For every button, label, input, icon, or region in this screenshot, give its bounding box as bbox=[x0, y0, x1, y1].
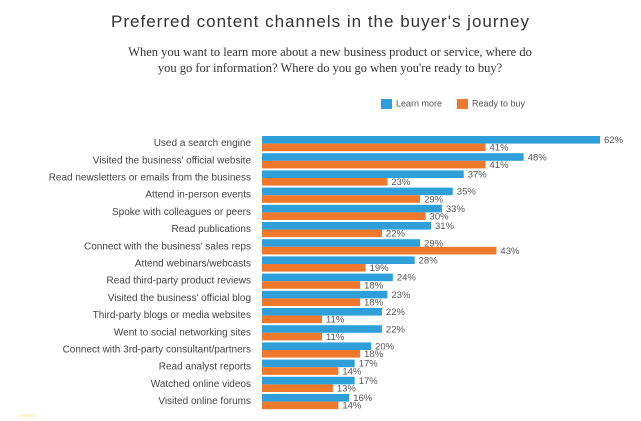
legend-label-ready-to-buy: Ready to buy bbox=[472, 98, 526, 109]
bar-learn-more-read-third-party-product-reviews bbox=[262, 273, 393, 282]
category-label-visited-the-business-official-blog: Visited the business' official blog bbox=[108, 293, 251, 304]
bar-ready-to-buy-read-newsletters-or-emails-from-the-business bbox=[262, 178, 388, 186]
bar-ready-to-buy-attend-in-person-events bbox=[262, 195, 421, 203]
data-label-learn-more-attend-webinars-webcasts: 28% bbox=[419, 256, 439, 267]
data-label-learn-more-visited-the-business-official-blog: 23% bbox=[391, 290, 411, 301]
bar-learn-more-visited-the-business-official-website bbox=[262, 153, 524, 161]
data-label-learn-more-read-third-party-product-reviews: 24% bbox=[397, 273, 417, 284]
bar-learn-more-connect-with-3rd-party-consultant-partners bbox=[262, 342, 372, 350]
data-label-learn-more-read-newsletters-or-emails-from-the-business: 37% bbox=[468, 170, 488, 181]
data-label-ready-to-buy-visited-the-business-official-blog: 18% bbox=[364, 298, 384, 309]
bar-ready-to-buy-read-publications bbox=[262, 229, 382, 238]
data-label-learn-more-used-a-search-engine: 62% bbox=[604, 135, 624, 146]
bar-learn-more-read-newsletters-or-emails-from-the-business bbox=[262, 170, 464, 178]
category-label-connect-with-the-business-sales-reps: Connect with the business' sales reps bbox=[84, 241, 251, 252]
bar-ready-to-buy-read-analyst-reports bbox=[262, 367, 339, 375]
bar-ready-to-buy-read-third-party-product-reviews bbox=[262, 281, 361, 289]
legend-swatch-ready-to-buy bbox=[457, 98, 468, 109]
data-label-ready-to-buy-attend-webinars-webcasts: 19% bbox=[370, 263, 390, 274]
bar-ready-to-buy-visited-the-business-official-website bbox=[262, 160, 486, 169]
data-label-learn-more-visited-online-forums: 16% bbox=[353, 393, 373, 404]
data-label-ready-to-buy-read-third-party-product-reviews: 18% bbox=[364, 280, 384, 291]
bar-learn-more-read-analyst-reports bbox=[262, 359, 355, 368]
data-label-ready-to-buy-used-a-search-engine: 41% bbox=[490, 143, 510, 154]
bar-learn-more-third-party-blogs-or-media-websites bbox=[262, 308, 382, 316]
bar-ready-to-buy-third-party-blogs-or-media-websites bbox=[262, 315, 322, 324]
data-label-learn-more-visited-the-business-official-website: 48% bbox=[528, 152, 548, 163]
bar-ready-to-buy-attend-webinars-webcasts bbox=[262, 264, 366, 272]
category-label-watched-online-videos: Watched online videos bbox=[151, 379, 251, 390]
data-label-learn-more-read-analyst-reports: 17% bbox=[359, 359, 379, 370]
subtitle-line: you go for information? Where do you go … bbox=[157, 61, 503, 75]
bar-learn-more-watched-online-videos bbox=[262, 376, 355, 385]
footer-mark bbox=[20, 414, 36, 417]
data-label-learn-more-connect-with-3rd-party-consultant-partners: 20% bbox=[375, 342, 395, 353]
data-label-ready-to-buy-connect-with-3rd-party-consultant-partners: 18% bbox=[364, 349, 384, 360]
bar-ready-to-buy-visited-online-forums bbox=[262, 401, 339, 410]
data-label-learn-more-attend-in-person-events: 35% bbox=[457, 187, 477, 198]
category-label-read-analyst-reports: Read analyst reports bbox=[159, 362, 251, 373]
bar-ready-to-buy-connect-with-3rd-party-consultant-partners bbox=[262, 350, 361, 358]
data-label-ready-to-buy-spoke-with-colleagues-or-peers: 30% bbox=[430, 212, 450, 223]
category-label-attend-in-person-events: Attend in-person events bbox=[145, 190, 251, 201]
data-label-ready-to-buy-read-publications: 22% bbox=[386, 229, 406, 240]
data-label-ready-to-buy-went-to-social-networking-sites: 11% bbox=[326, 332, 345, 343]
data-label-ready-to-buy-read-newsletters-or-emails-from-the-business: 23% bbox=[391, 177, 411, 188]
bar-learn-more-attend-in-person-events bbox=[262, 187, 453, 196]
data-label-ready-to-buy-third-party-blogs-or-media-websites: 11% bbox=[326, 315, 345, 326]
data-label-ready-to-buy-read-analyst-reports: 14% bbox=[342, 366, 362, 377]
data-label-learn-more-went-to-social-networking-sites: 22% bbox=[386, 324, 406, 335]
data-label-ready-to-buy-visited-online-forums: 14% bbox=[342, 401, 362, 412]
legend-swatch-learn-more bbox=[381, 98, 392, 109]
bar-learn-more-used-a-search-engine bbox=[262, 136, 600, 144]
bar-ready-to-buy-spoke-with-colleagues-or-peers bbox=[262, 212, 426, 220]
bar-ready-to-buy-watched-online-videos bbox=[262, 384, 333, 392]
bar-learn-more-visited-the-business-official-blog bbox=[262, 290, 388, 299]
category-label-read-publications: Read publications bbox=[172, 224, 252, 235]
legend-item-learn-more: Learn more bbox=[381, 98, 442, 109]
chart-subtitle: When you want to learn more about a new … bbox=[120, 44, 540, 76]
bar-ready-to-buy-went-to-social-networking-sites bbox=[262, 332, 322, 341]
category-label-went-to-social-networking-sites: Went to social networking sites bbox=[114, 327, 251, 338]
bar-ready-to-buy-used-a-search-engine bbox=[262, 143, 486, 152]
data-label-learn-more-spoke-with-colleagues-or-peers: 33% bbox=[446, 204, 466, 215]
bar-learn-more-went-to-social-networking-sites bbox=[262, 325, 382, 333]
data-label-ready-to-buy-watched-online-videos: 13% bbox=[337, 384, 357, 395]
data-label-ready-to-buy-connect-with-the-business-sales-reps: 43% bbox=[500, 246, 520, 257]
legend-item-ready-to-buy: Ready to buy bbox=[457, 98, 525, 109]
category-label-read-newsletters-or-emails-from-the-business: Read newsletters or emails from the busi… bbox=[49, 173, 251, 184]
data-label-learn-more-read-publications: 31% bbox=[435, 221, 455, 232]
bar-learn-more-spoke-with-colleagues-or-peers bbox=[262, 204, 442, 213]
subtitle-line: When you want to learn more about a new … bbox=[128, 45, 532, 59]
data-label-ready-to-buy-visited-the-business-official-website: 41% bbox=[490, 160, 510, 171]
legend-label-learn-more: Learn more bbox=[396, 98, 443, 109]
data-label-learn-more-third-party-blogs-or-media-websites: 22% bbox=[386, 307, 406, 318]
category-label-visited-online-forums: Visited online forums bbox=[158, 396, 251, 407]
bar-ready-to-buy-visited-the-business-official-blog bbox=[262, 298, 361, 306]
data-label-learn-more-watched-online-videos: 17% bbox=[359, 376, 379, 387]
data-label-learn-more-connect-with-the-business-sales-reps: 29% bbox=[424, 238, 444, 249]
category-label-visited-the-business-official-website: Visited the business' official website bbox=[93, 155, 252, 166]
data-label-ready-to-buy-attend-in-person-events: 29% bbox=[424, 194, 444, 205]
category-label-connect-with-3rd-party-consultant-partners: Connect with 3rd-party consultant/partne… bbox=[63, 345, 251, 356]
category-label-attend-webinars-webcasts: Attend webinars/webcasts bbox=[135, 259, 251, 270]
category-label-read-third-party-product-reviews: Read third-party product reviews bbox=[106, 276, 251, 287]
category-label-used-a-search-engine: Used a search engine bbox=[154, 138, 252, 149]
chart-title: Preferred content channels in the buyer'… bbox=[111, 12, 530, 31]
bar-learn-more-attend-webinars-webcasts bbox=[262, 256, 415, 264]
bar-learn-more-connect-with-the-business-sales-reps bbox=[262, 239, 421, 247]
category-label-spoke-with-colleagues-or-peers: Spoke with colleagues or peers bbox=[112, 207, 251, 218]
category-label-third-party-blogs-or-media-websites: Third-party blogs or media websites bbox=[93, 310, 251, 321]
bar-ready-to-buy-connect-with-the-business-sales-reps bbox=[262, 246, 497, 255]
bar-learn-more-visited-online-forums bbox=[262, 394, 350, 402]
bar-learn-more-read-publications bbox=[262, 222, 431, 230]
